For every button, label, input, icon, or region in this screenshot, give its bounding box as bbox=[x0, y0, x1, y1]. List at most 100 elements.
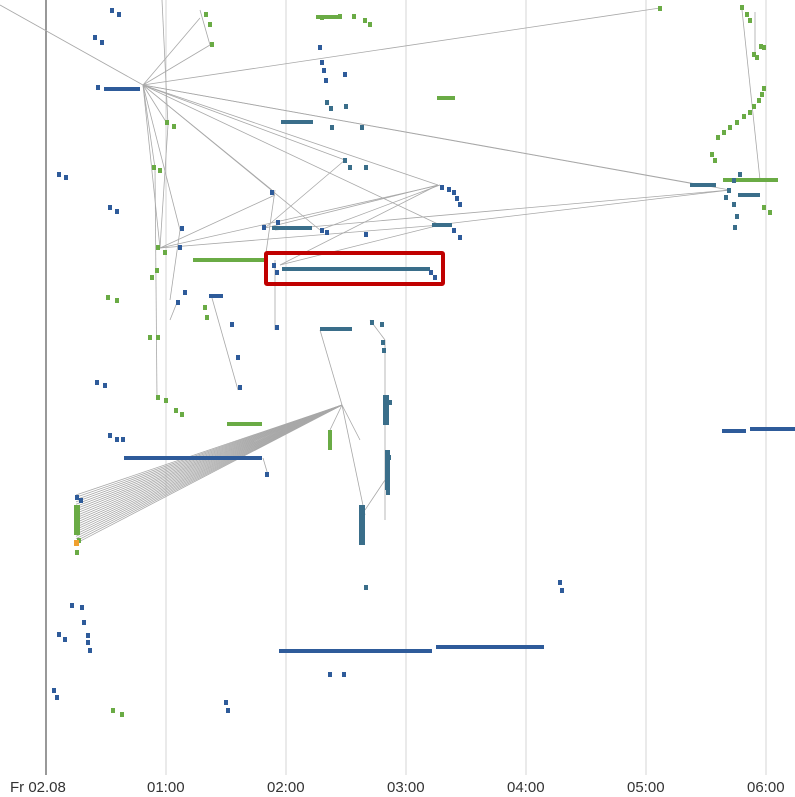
task-marker[interactable] bbox=[74, 540, 79, 546]
task-marker[interactable] bbox=[738, 172, 742, 177]
task-bar[interactable] bbox=[328, 430, 332, 450]
task-marker[interactable] bbox=[52, 688, 56, 693]
task-bar[interactable] bbox=[722, 429, 746, 433]
task-marker[interactable] bbox=[320, 228, 324, 233]
task-marker[interactable] bbox=[381, 340, 385, 345]
task-marker[interactable] bbox=[716, 135, 720, 140]
task-marker[interactable] bbox=[210, 42, 214, 47]
task-marker[interactable] bbox=[722, 130, 726, 135]
task-bar[interactable] bbox=[279, 649, 432, 653]
task-marker[interactable] bbox=[224, 700, 228, 705]
task-marker[interactable] bbox=[155, 268, 159, 273]
task-bar[interactable] bbox=[272, 226, 312, 230]
task-marker[interactable] bbox=[158, 168, 162, 173]
task-marker[interactable] bbox=[733, 225, 737, 230]
task-marker[interactable] bbox=[748, 18, 752, 23]
task-bar[interactable] bbox=[690, 183, 716, 187]
task-marker[interactable] bbox=[80, 605, 84, 610]
selection-highlight[interactable] bbox=[264, 251, 445, 286]
task-marker[interactable] bbox=[343, 72, 347, 77]
task-marker[interactable] bbox=[156, 335, 160, 340]
task-marker[interactable] bbox=[82, 620, 86, 625]
task-marker[interactable] bbox=[86, 640, 90, 645]
task-marker[interactable] bbox=[230, 322, 234, 327]
task-bar[interactable] bbox=[74, 505, 80, 535]
task-bar[interactable] bbox=[193, 258, 265, 262]
task-bar[interactable] bbox=[124, 456, 262, 460]
task-marker[interactable] bbox=[57, 632, 61, 637]
task-bar[interactable] bbox=[209, 294, 223, 298]
task-marker[interactable] bbox=[320, 60, 324, 65]
task-marker[interactable] bbox=[658, 6, 662, 11]
task-marker[interactable] bbox=[429, 270, 433, 275]
task-marker[interactable] bbox=[180, 226, 184, 231]
task-bar[interactable] bbox=[104, 87, 140, 91]
task-marker[interactable] bbox=[742, 114, 746, 119]
task-marker[interactable] bbox=[165, 120, 169, 125]
task-marker[interactable] bbox=[115, 209, 119, 214]
task-marker[interactable] bbox=[64, 175, 68, 180]
task-bar[interactable] bbox=[738, 193, 760, 197]
task-marker[interactable] bbox=[115, 298, 119, 303]
task-marker[interactable] bbox=[385, 405, 389, 410]
task-marker[interactable] bbox=[108, 433, 112, 438]
task-marker[interactable] bbox=[318, 45, 322, 50]
task-marker[interactable] bbox=[710, 152, 714, 157]
task-marker[interactable] bbox=[275, 270, 279, 275]
task-marker[interactable] bbox=[75, 550, 79, 555]
task-marker[interactable] bbox=[458, 235, 462, 240]
task-marker[interactable] bbox=[762, 45, 766, 50]
task-marker[interactable] bbox=[204, 12, 208, 17]
task-marker[interactable] bbox=[265, 472, 269, 477]
task-marker[interactable] bbox=[727, 188, 731, 193]
task-marker[interactable] bbox=[238, 385, 242, 390]
task-marker[interactable] bbox=[440, 185, 444, 190]
task-marker[interactable] bbox=[735, 120, 739, 125]
task-bar[interactable] bbox=[437, 96, 455, 100]
task-marker[interactable] bbox=[458, 202, 462, 207]
task-marker[interactable] bbox=[95, 380, 99, 385]
task-marker[interactable] bbox=[452, 190, 456, 195]
task-bar[interactable] bbox=[282, 267, 430, 271]
task-bar[interactable] bbox=[750, 427, 795, 431]
task-marker[interactable] bbox=[115, 437, 119, 442]
task-marker[interactable] bbox=[560, 588, 564, 593]
task-marker[interactable] bbox=[370, 320, 374, 325]
task-marker[interactable] bbox=[732, 202, 736, 207]
task-marker[interactable] bbox=[338, 14, 342, 19]
task-bar[interactable] bbox=[385, 450, 390, 490]
task-marker[interactable] bbox=[110, 8, 114, 13]
task-marker[interactable] bbox=[226, 708, 230, 713]
task-marker[interactable] bbox=[262, 225, 266, 230]
task-marker[interactable] bbox=[382, 348, 386, 353]
task-marker[interactable] bbox=[343, 158, 347, 163]
task-marker[interactable] bbox=[205, 315, 209, 320]
task-marker[interactable] bbox=[325, 230, 329, 235]
task-marker[interactable] bbox=[57, 172, 61, 177]
task-marker[interactable] bbox=[745, 12, 749, 17]
task-marker[interactable] bbox=[760, 92, 764, 97]
task-bar[interactable] bbox=[227, 422, 262, 426]
task-bar[interactable] bbox=[281, 120, 313, 124]
task-marker[interactable] bbox=[364, 232, 368, 237]
task-marker[interactable] bbox=[762, 86, 766, 91]
task-marker[interactable] bbox=[320, 15, 324, 20]
task-marker[interactable] bbox=[156, 245, 160, 250]
task-marker[interactable] bbox=[352, 14, 356, 19]
task-marker[interactable] bbox=[163, 250, 167, 255]
task-marker[interactable] bbox=[330, 125, 334, 130]
task-marker[interactable] bbox=[275, 325, 279, 330]
task-marker[interactable] bbox=[103, 383, 107, 388]
task-bar[interactable] bbox=[320, 327, 352, 331]
task-bar[interactable] bbox=[432, 223, 452, 227]
task-marker[interactable] bbox=[322, 68, 326, 73]
task-marker[interactable] bbox=[387, 455, 391, 460]
task-marker[interactable] bbox=[748, 110, 752, 115]
task-marker[interactable] bbox=[728, 125, 732, 130]
task-marker[interactable] bbox=[180, 412, 184, 417]
task-marker[interactable] bbox=[93, 35, 97, 40]
task-bar[interactable] bbox=[359, 505, 365, 545]
task-marker[interactable] bbox=[762, 205, 766, 210]
task-marker[interactable] bbox=[70, 603, 74, 608]
task-marker[interactable] bbox=[63, 637, 67, 642]
